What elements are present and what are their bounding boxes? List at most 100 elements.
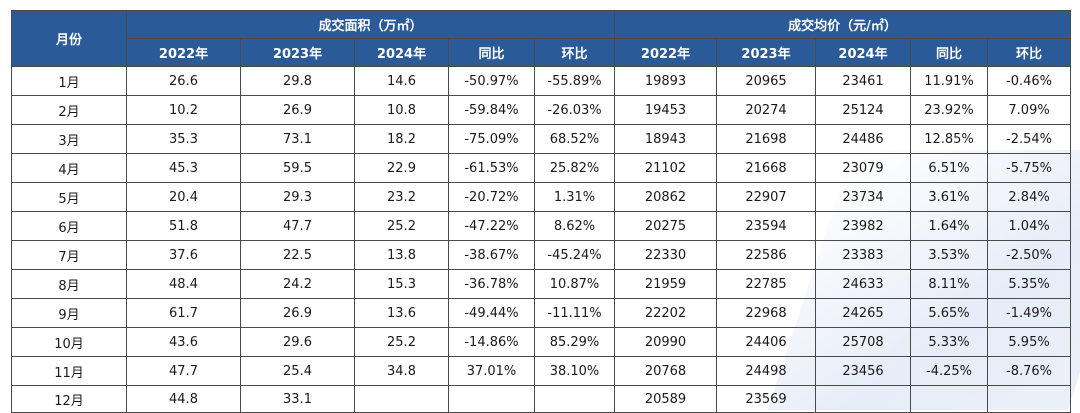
area-yoy-cell [448,385,535,413]
price-2023-cell: 21668 [716,153,817,183]
month-cell: 9月 [11,298,127,328]
area-2024-cell: 34.8 [354,356,449,386]
price-2022-cell: 22202 [614,298,718,328]
price-2023-cell: 22785 [716,269,817,299]
table-row: 10月 43.6 29.6 25.2 -14.86% 85.29% 20990 24406 25… [11,327,1072,357]
area-2024-cell: 13.6 [354,298,449,328]
area-group-header: 成交面积（万㎡） [125,10,616,39]
price-col-2024: 2024年 [815,38,912,67]
table-row: 1月 26.6 29.8 14.6 -50.97% -55.89% 19893 20965 23… [11,66,1072,96]
area-2022-cell: 47.7 [126,356,241,386]
price-col-yoy: 同比 [910,38,989,67]
price-2022-cell: 20990 [614,327,718,357]
area-col-2023: 2023年 [240,38,355,67]
price-group-header: 成交均价（元/㎡） [614,10,1072,39]
price-2024-cell: 23461 [815,66,912,96]
area-2022-cell: 45.3 [126,153,241,183]
price-2023-cell: 24498 [716,356,817,386]
area-yoy-cell: 37.01% [448,356,535,386]
price-mom-cell: -0.46% [987,66,1072,96]
price-2024-cell: 24265 [815,298,912,328]
month-cell: 11月 [11,356,127,386]
price-mom-cell [987,385,1072,413]
area-mom-cell: -55.89% [533,66,616,96]
area-mom-cell: 38.10% [533,356,616,386]
price-2023-cell: 20274 [716,95,817,125]
price-yoy-cell: 3.61% [910,182,989,212]
table-header: 月份 成交面积（万㎡） 成交均价（元/㎡） 2022年 2023年 2024年 … [11,10,1072,67]
area-2023-cell: 29.8 [240,66,355,96]
price-2024-cell: 25708 [815,327,912,357]
price-yoy-cell: 1.64% [910,211,989,241]
table-row: 2月 10.2 26.9 10.8 -59.84% -26.03% 19453 20274 25… [11,95,1072,125]
area-mom-cell: 25.82% [533,153,616,183]
area-mom-cell [533,385,616,413]
price-2023-cell: 22968 [716,298,817,328]
month-cell: 5月 [11,182,127,212]
area-2022-cell: 43.6 [126,327,241,357]
area-yoy-cell: -36.78% [448,269,535,299]
price-2023-cell: 23594 [716,211,817,241]
price-yoy-cell: 3.53% [910,240,989,270]
price-2022-cell: 21102 [614,153,718,183]
price-mom-cell: 7.09% [987,95,1072,125]
price-2022-cell: 20768 [614,356,718,386]
price-col-mom: 环比 [987,38,1072,67]
price-2024-cell [815,385,912,413]
area-2024-cell: 18.2 [354,124,449,154]
price-2023-cell: 23569 [716,385,817,413]
table-row: 4月 45.3 59.5 22.9 -61.53% 25.82% 21102 21668 230… [11,153,1072,183]
table-row: 11月 47.7 25.4 34.8 37.01% 38.10% 20768 24498 234… [11,356,1072,386]
price-2022-cell: 20275 [614,211,718,241]
table-row: 9月 61.7 26.9 13.6 -49.44% -11.11% 22202 22968 24… [11,298,1072,328]
price-2022-cell: 21959 [614,269,718,299]
price-yoy-cell: 6.51% [910,153,989,183]
area-col-2024: 2024年 [354,38,449,67]
area-2023-cell: 29.3 [240,182,355,212]
area-yoy-cell: -61.53% [448,153,535,183]
area-2023-cell: 22.5 [240,240,355,270]
month-header: 月份 [11,10,127,67]
area-mom-cell: -11.11% [533,298,616,328]
price-yoy-cell: 5.33% [910,327,989,357]
area-mom-cell: 85.29% [533,327,616,357]
price-yoy-cell: -4.25% [910,356,989,386]
area-yoy-cell: -49.44% [448,298,535,328]
price-2022-cell: 22330 [614,240,718,270]
area-2022-cell: 20.4 [126,182,241,212]
month-cell: 8月 [11,269,127,299]
area-2022-cell: 44.8 [126,385,241,413]
sales-data-table: 月份 成交面积（万㎡） 成交均价（元/㎡） 2022年 2023年 2024年 … [11,10,1072,413]
area-col-2022: 2022年 [126,38,241,67]
price-2024-cell: 23734 [815,182,912,212]
price-mom-cell: 2.84% [987,182,1072,212]
price-2024-cell: 23982 [815,211,912,241]
price-yoy-cell: 8.11% [910,269,989,299]
price-mom-cell: 5.95% [987,327,1072,357]
area-2022-cell: 48.4 [126,269,241,299]
month-cell: 7月 [11,240,127,270]
area-2024-cell [354,385,449,413]
price-mom-cell: -2.50% [987,240,1072,270]
area-mom-cell: 10.87% [533,269,616,299]
price-2023-cell: 22586 [716,240,817,270]
table-row: 5月 20.4 29.3 23.2 -20.72% 1.31% 20862 22907 2373… [11,182,1072,212]
area-2022-cell: 10.2 [126,95,241,125]
area-mom-cell: 1.31% [533,182,616,212]
price-2024-cell: 25124 [815,95,912,125]
area-2023-cell: 47.7 [240,211,355,241]
area-2024-cell: 25.2 [354,327,449,357]
price-2024-cell: 23383 [815,240,912,270]
area-2023-cell: 24.2 [240,269,355,299]
month-cell: 12月 [11,385,127,413]
area-col-yoy: 同比 [448,38,535,67]
month-cell: 1月 [11,66,127,96]
area-yoy-cell: -14.86% [448,327,535,357]
area-2023-cell: 26.9 [240,298,355,328]
price-2023-cell: 24406 [716,327,817,357]
month-cell: 2月 [11,95,127,125]
area-2024-cell: 25.2 [354,211,449,241]
header-group-row: 月份 成交面积（万㎡） 成交均价（元/㎡） [11,10,1072,67]
area-2024-cell: 22.9 [354,153,449,183]
header-column-row: 2022年 2023年 2024年 同比 环比 2022年 2023年 2024… [12,38,1072,67]
